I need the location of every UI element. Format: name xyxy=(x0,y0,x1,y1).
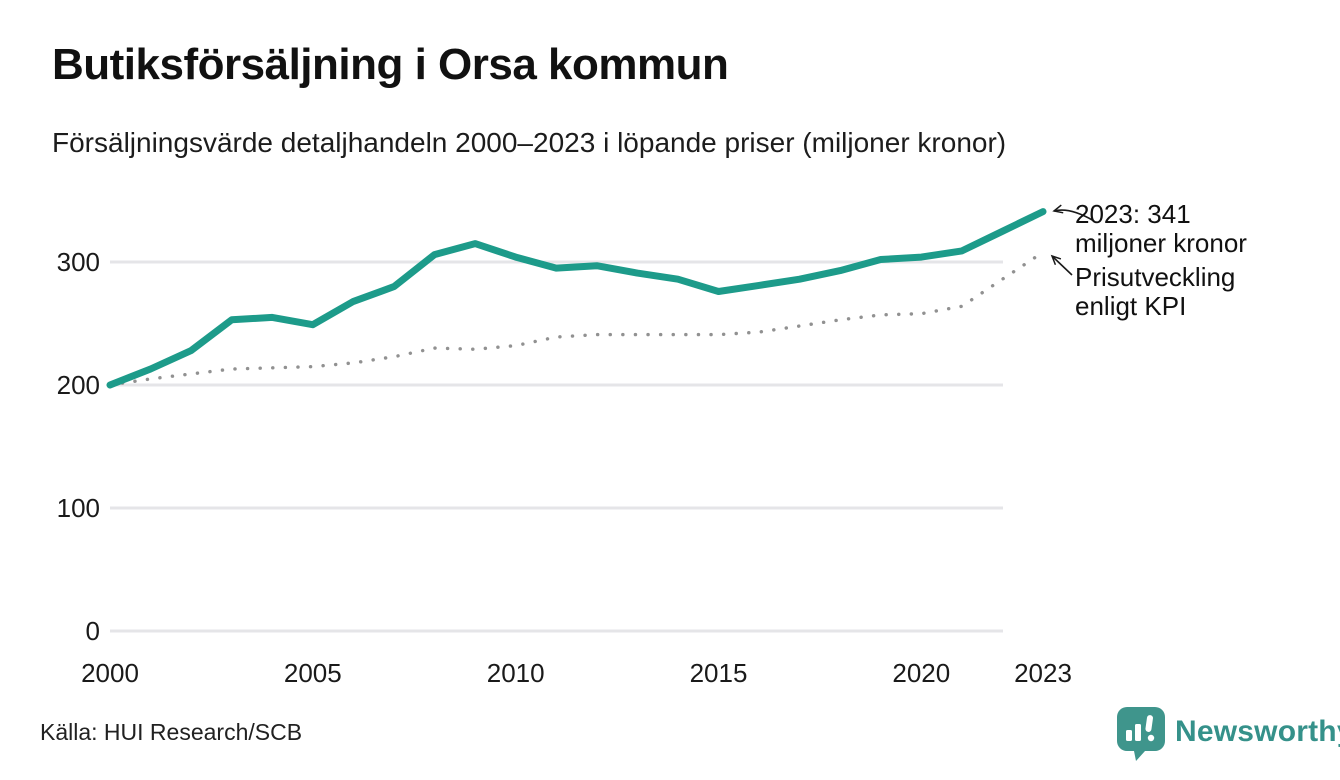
source-note: Källa: HUI Research/SCB xyxy=(40,719,303,745)
annotation-arrow-kpi xyxy=(1050,254,1073,276)
annotation-sales-line1: 2023: 341 xyxy=(1075,199,1191,229)
annotation-sales-line2: miljoner kronor xyxy=(1075,228,1247,258)
x-tick-label: 2015 xyxy=(690,658,748,688)
newsworthy-wordmark: Newsworthy xyxy=(1175,714,1340,748)
x-tick-label: 2010 xyxy=(487,658,545,688)
newsworthy-logo: Newsworthy xyxy=(1116,706,1340,767)
annotation-sales-2023: 2023: 341 miljoner kronor xyxy=(1075,200,1247,258)
x-tick-label: 2000 xyxy=(81,658,139,688)
y-tick-label: 200 xyxy=(57,370,100,400)
kpi-dotted-line xyxy=(108,250,1045,387)
y-tick-label: 300 xyxy=(57,247,100,277)
annotation-arrow-sales xyxy=(1052,204,1095,222)
x-tick-label: 2020 xyxy=(892,658,950,688)
x-tick-label: 2023 xyxy=(1014,658,1072,688)
annotation-kpi-line1: Prisutveckling xyxy=(1075,262,1236,292)
y-tick-label: 0 xyxy=(86,616,100,646)
newsworthy-bubble-icon xyxy=(1116,706,1166,767)
sales-line xyxy=(106,208,1047,389)
annotation-kpi-line2: enligt KPI xyxy=(1075,291,1187,321)
page-title: Butiksförsäljning i Orsa kommun xyxy=(52,40,729,89)
y-tick-label: 100 xyxy=(57,493,100,523)
chart-subtitle: Försäljningsvärde detaljhandeln 2000–202… xyxy=(52,127,1007,158)
annotation-kpi: Prisutveckling enligt KPI xyxy=(1075,263,1235,321)
x-tick-label: 2005 xyxy=(284,658,342,688)
